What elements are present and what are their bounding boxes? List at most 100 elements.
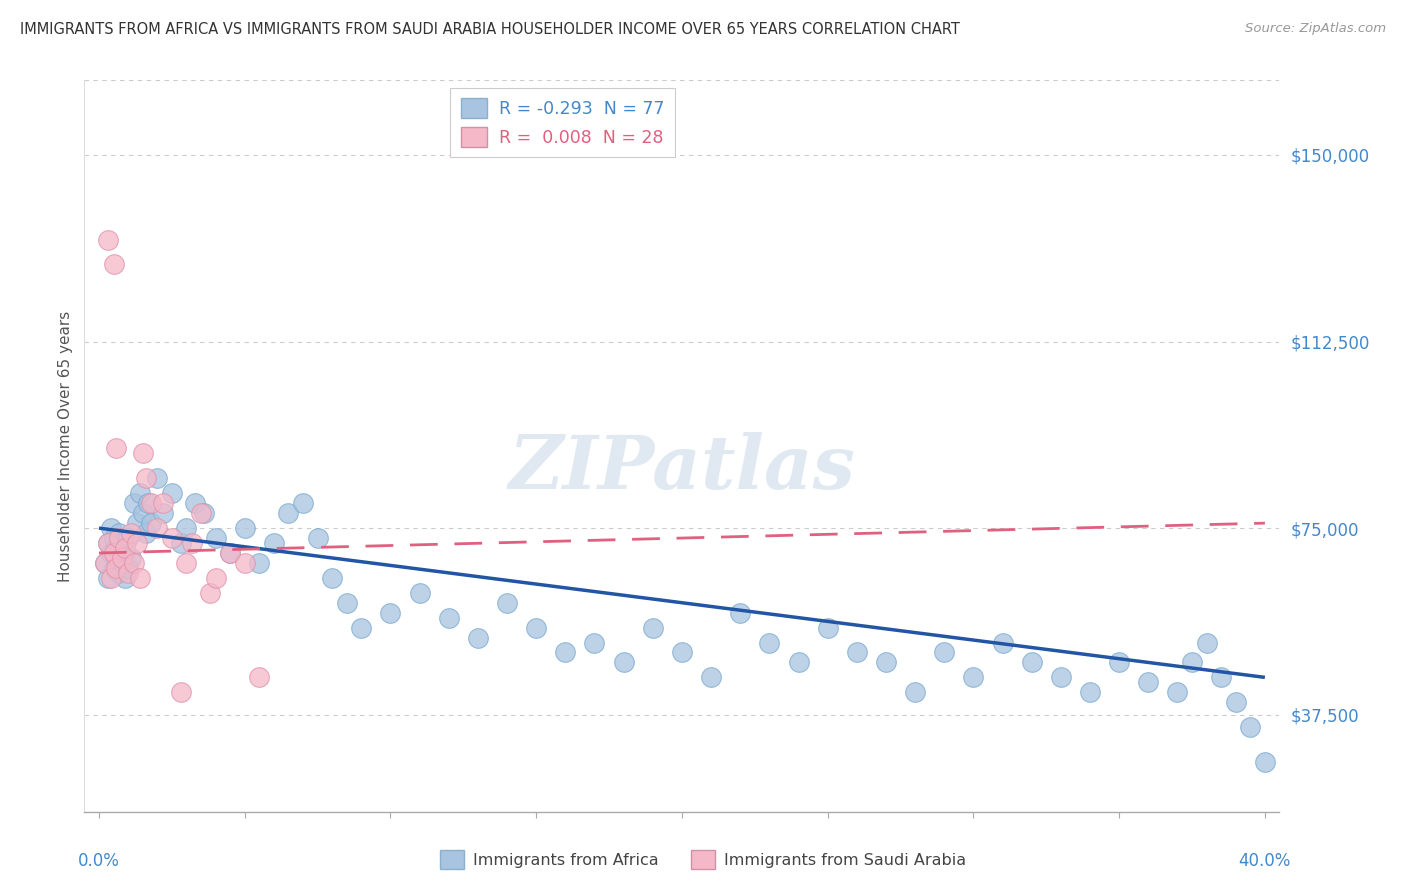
Point (108, 566, 131, 580)
Point (1239, 720, 1261, 734)
Point (193, 506, 215, 520)
Point (613, 656, 636, 670)
Point (138, 496, 160, 510)
Point (1181, 656, 1204, 670)
Text: IMMIGRANTS FROM AFRICA VS IMMIGRANTS FROM SAUDI ARABIA HOUSEHOLDER INCOME OVER 6: IMMIGRANTS FROM AFRICA VS IMMIGRANTS FRO… (20, 22, 959, 37)
Point (103, 257, 125, 271)
Point (307, 531, 329, 545)
Point (103, 546, 125, 560)
Point (817, 621, 839, 635)
Point (467, 631, 489, 645)
Point (336, 596, 359, 610)
Point (496, 596, 519, 610)
Point (100, 546, 122, 560)
Point (181, 536, 204, 550)
Point (1078, 685, 1101, 699)
Point (114, 546, 136, 560)
Point (105, 442, 128, 456)
Point (135, 471, 157, 485)
Point (904, 685, 927, 699)
Point (105, 551, 128, 566)
Point (97, 571, 120, 585)
Point (141, 496, 163, 510)
Point (103, 531, 125, 545)
Point (135, 526, 157, 541)
Point (131, 446, 153, 460)
Legend: R = -0.293  N = 77, R =  0.008  N = 28: R = -0.293 N = 77, R = 0.008 N = 28 (450, 87, 675, 157)
Point (97, 536, 120, 550)
Point (111, 556, 134, 570)
Point (204, 531, 226, 545)
Point (583, 635, 606, 649)
Point (219, 546, 242, 560)
Point (103, 561, 125, 575)
Point (152, 496, 174, 510)
Point (97, 536, 120, 550)
Point (1211, 670, 1233, 684)
Point (204, 571, 226, 585)
Point (380, 606, 402, 620)
Point (94, 556, 117, 570)
Point (700, 670, 723, 684)
Point (1254, 755, 1277, 769)
Point (219, 546, 242, 560)
Y-axis label: Householder Income Over 65 years: Householder Income Over 65 years (58, 310, 73, 582)
Point (321, 571, 343, 585)
Point (641, 621, 664, 635)
Point (934, 645, 956, 659)
Text: ZIPatlas: ZIPatlas (509, 432, 855, 504)
Point (184, 496, 207, 510)
Point (263, 536, 285, 550)
Point (94, 556, 117, 570)
Point (524, 621, 547, 635)
Point (991, 635, 1014, 649)
Point (152, 506, 174, 520)
Point (437, 610, 460, 624)
Point (277, 506, 299, 520)
Point (787, 656, 810, 670)
Point (169, 536, 191, 550)
Point (176, 521, 198, 535)
Point (122, 556, 145, 570)
Point (108, 526, 131, 541)
Point (131, 506, 153, 520)
Point (105, 561, 128, 575)
Point (111, 551, 134, 566)
Point (111, 536, 134, 550)
Point (671, 645, 693, 659)
Point (1050, 670, 1073, 684)
Point (100, 521, 122, 535)
Point (141, 516, 163, 530)
Point (198, 586, 221, 600)
Point (125, 536, 148, 550)
Point (169, 685, 191, 699)
Point (408, 586, 430, 600)
Point (160, 486, 183, 500)
Point (845, 645, 868, 659)
Text: Source: ZipAtlas.com: Source: ZipAtlas.com (1246, 22, 1386, 36)
Point (554, 645, 576, 659)
Legend: Immigrants from Africa, Immigrants from Saudi Arabia: Immigrants from Africa, Immigrants from … (433, 844, 973, 875)
Point (108, 531, 131, 545)
Point (146, 471, 169, 485)
Point (176, 556, 198, 570)
Point (114, 541, 136, 555)
Point (125, 516, 148, 530)
Point (128, 486, 150, 500)
Point (350, 621, 373, 635)
Point (1225, 695, 1247, 709)
Point (247, 556, 270, 570)
Point (97, 233, 120, 247)
Point (1021, 656, 1043, 670)
Point (1166, 685, 1188, 699)
Point (247, 670, 270, 684)
Point (120, 526, 142, 541)
Point (122, 496, 145, 510)
Point (100, 571, 122, 585)
Point (160, 531, 183, 545)
Point (728, 606, 751, 620)
Point (114, 571, 136, 585)
Point (190, 506, 212, 520)
Point (117, 561, 139, 575)
Point (875, 656, 897, 670)
